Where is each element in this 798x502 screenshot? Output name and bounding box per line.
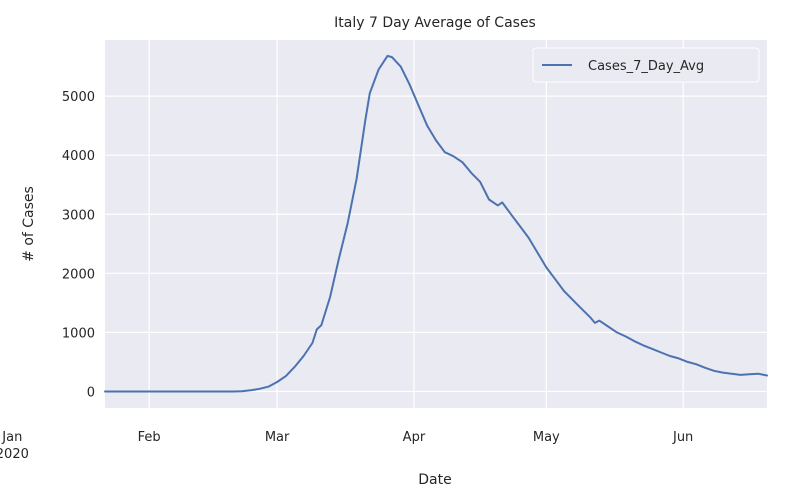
y-tick-label: 4000 xyxy=(62,149,95,164)
x-axis: Jan2020 Feb Mar Apr May Jun xyxy=(0,430,693,462)
grid xyxy=(105,40,767,408)
x-tick-label: Jun xyxy=(672,430,693,445)
x-tick-label: Jan2020 xyxy=(0,430,29,462)
y-axis: 0 1000 2000 3000 4000 5000 xyxy=(62,90,95,400)
legend-label: Cases_7_Day_Avg xyxy=(588,59,704,74)
y-tick-label: 2000 xyxy=(62,267,95,282)
legend-box xyxy=(532,47,760,83)
plot-area xyxy=(105,40,767,408)
series-group xyxy=(104,54,768,393)
series-line xyxy=(104,54,768,393)
y-tick-label: 1000 xyxy=(62,326,95,341)
x-tick-label: May xyxy=(533,430,560,445)
x-tick-label: Apr xyxy=(403,430,426,445)
x-axis-label: Date xyxy=(418,472,451,488)
chart-title: Italy 7 Day Average of Cases xyxy=(334,15,536,31)
y-axis-label: # of Cases xyxy=(21,186,37,262)
y-tick-label: 5000 xyxy=(62,90,95,105)
y-tick-label: 0 xyxy=(87,385,95,400)
x-tick-label: Mar xyxy=(265,430,290,445)
x-tick-label: Feb xyxy=(138,430,161,445)
y-tick-label: 3000 xyxy=(62,208,95,223)
legend: Cases_7_Day_Avg xyxy=(532,47,760,83)
